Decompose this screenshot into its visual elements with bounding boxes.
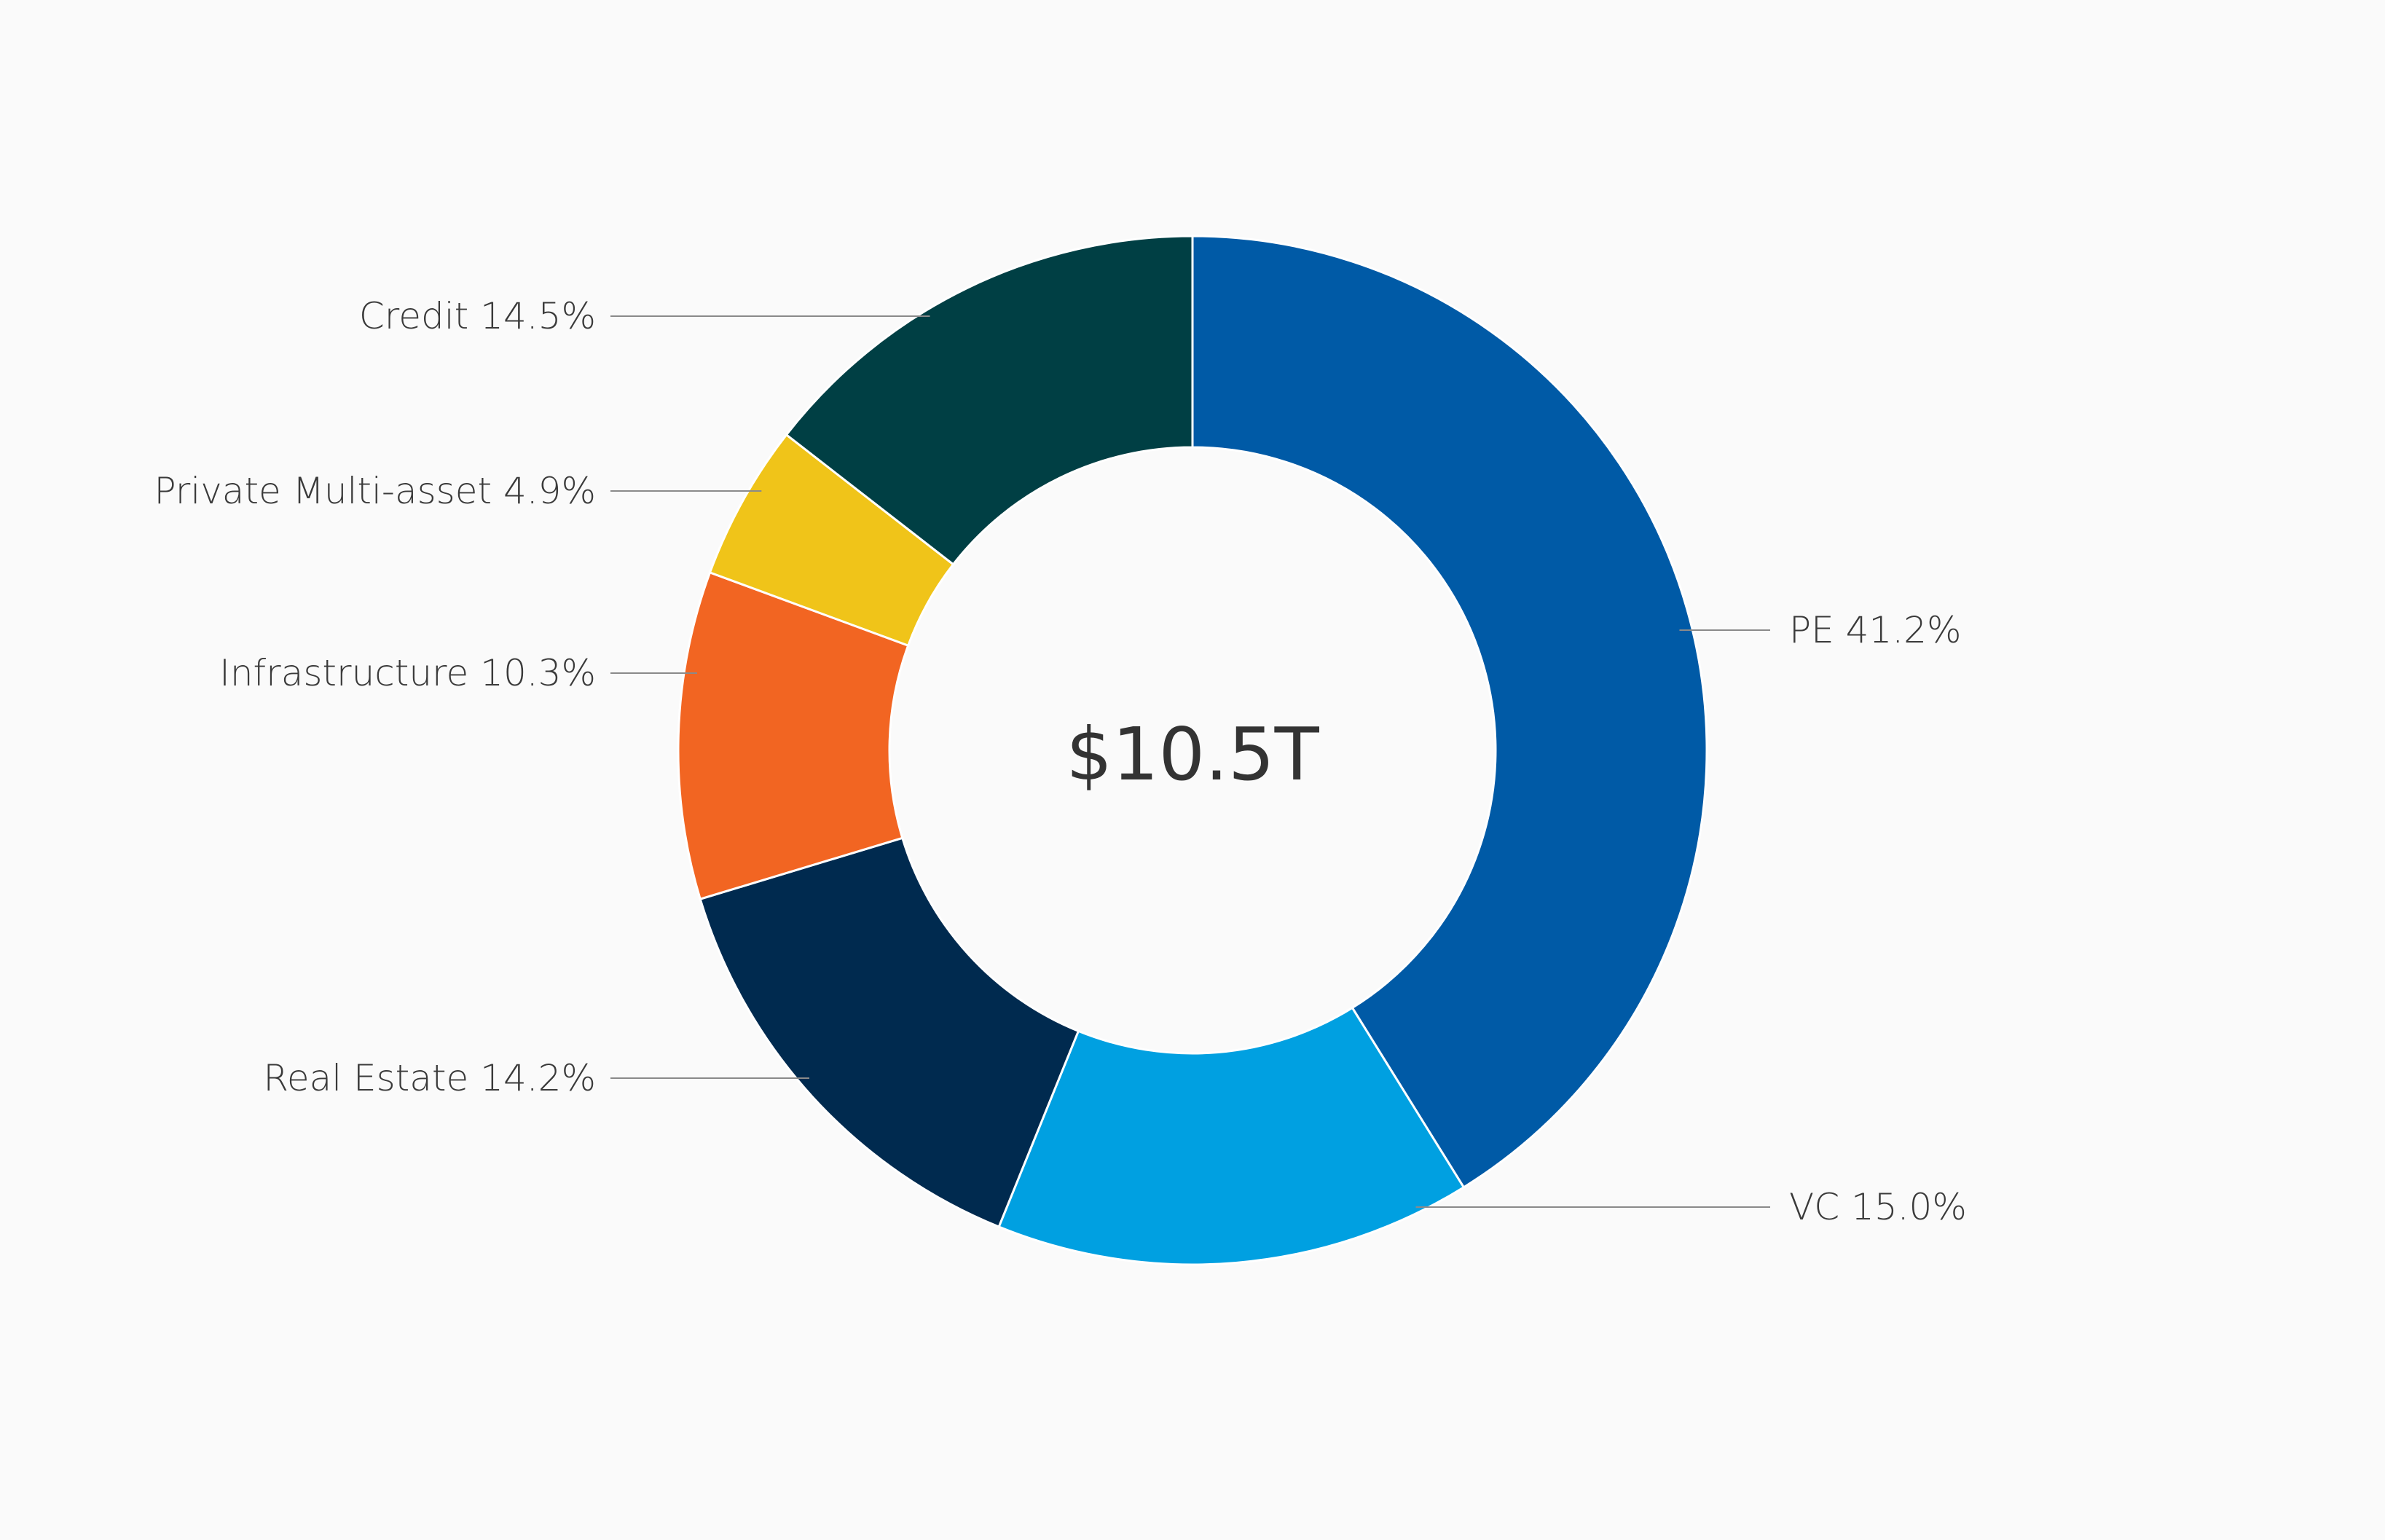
label-real-estate: Real Estate 14.2% (263, 1057, 596, 1099)
leader-lines (610, 315, 1770, 1208)
slice-real-estate (699, 836, 1080, 1229)
slice-vc (997, 1006, 1466, 1266)
segment-labels: PE 41.2% VC 15.0% Real Estate 14.2% Infrast… (154, 295, 1967, 1228)
slice-credit (785, 235, 1194, 566)
label-pe: PE 41.2% (1789, 609, 1961, 651)
slice-infrastructure (677, 570, 910, 901)
slice-pe (1191, 235, 1708, 1189)
label-credit: Credit 14.5% (359, 295, 596, 337)
donut-slices (677, 235, 1708, 1266)
label-private-multi-asset: Private Multi-asset 4.9% (154, 470, 597, 512)
label-vc: VC 15.0% (1789, 1186, 1967, 1228)
center-total-label: $10.5T (1066, 712, 1319, 797)
label-infrastructure: Infrastructure 10.3% (219, 652, 596, 694)
